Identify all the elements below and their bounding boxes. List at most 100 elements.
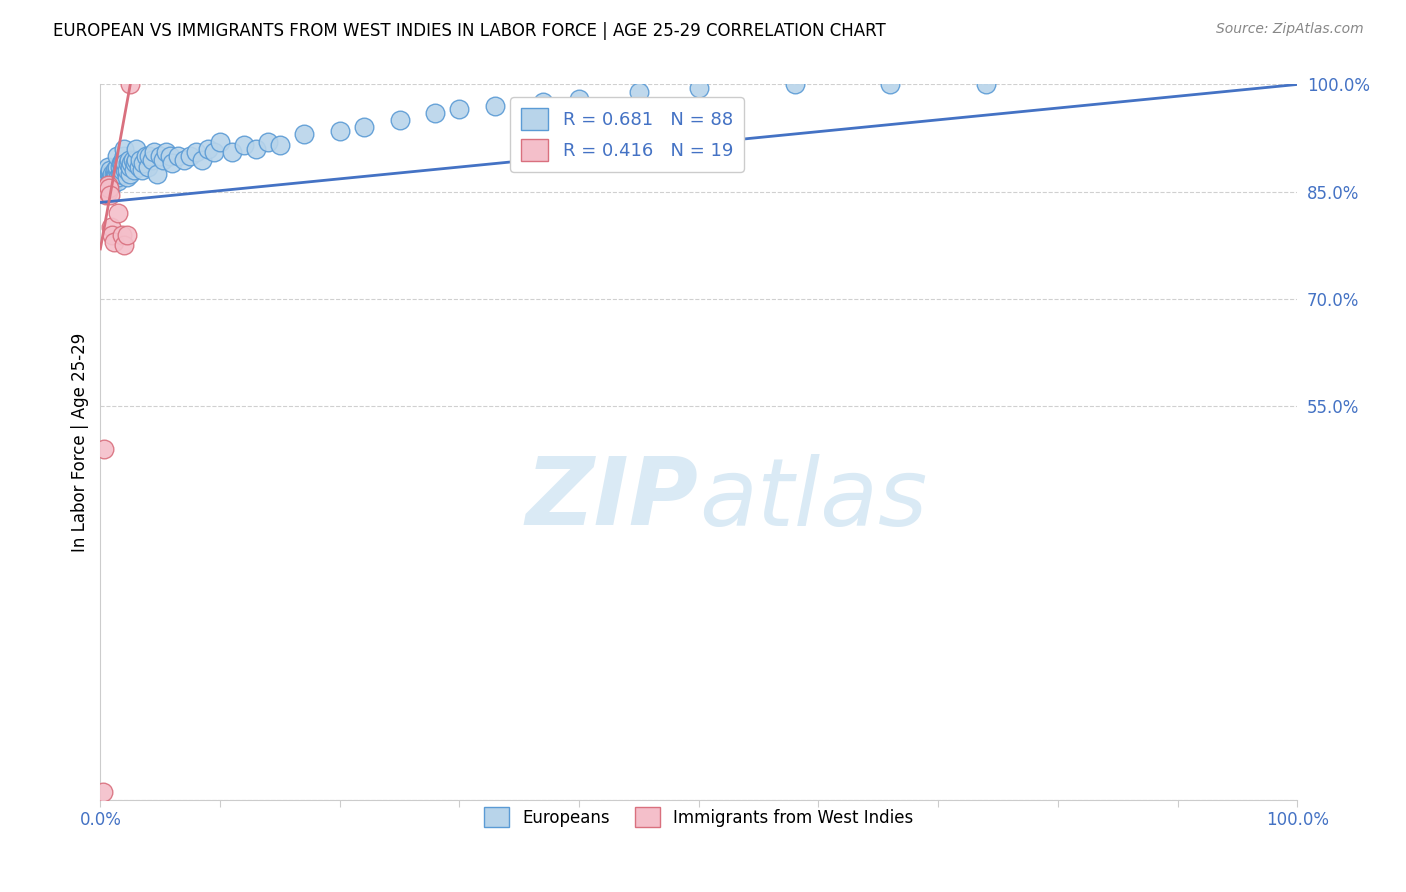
Point <box>115 227 138 242</box>
Point <box>98 163 121 178</box>
Text: atlas: atlas <box>699 454 927 545</box>
Point <box>128 153 150 167</box>
Point <box>141 153 163 167</box>
Point <box>114 163 136 178</box>
Point <box>96 170 118 185</box>
Point <box>208 135 231 149</box>
Point <box>112 238 135 252</box>
Point <box>96 160 118 174</box>
Point <box>197 142 219 156</box>
Point <box>100 178 122 192</box>
Point <box>245 142 267 156</box>
Point <box>128 160 150 174</box>
Point <box>97 167 120 181</box>
Point <box>112 142 135 156</box>
Legend: Europeans, Immigrants from West Indies: Europeans, Immigrants from West Indies <box>477 800 920 834</box>
Point <box>94 181 117 195</box>
Point <box>111 163 134 178</box>
Point <box>105 149 128 163</box>
Point <box>138 149 160 163</box>
Point <box>353 120 375 135</box>
Point <box>329 124 352 138</box>
Point <box>104 170 127 185</box>
Point <box>111 227 134 242</box>
Point <box>173 153 195 167</box>
Point <box>159 149 181 163</box>
Point <box>269 138 291 153</box>
Point <box>143 145 166 160</box>
Y-axis label: In Labor Force | Age 25-29: In Labor Force | Age 25-29 <box>72 333 89 551</box>
Point <box>107 170 129 185</box>
Point <box>112 153 135 167</box>
Point <box>425 106 447 120</box>
Point <box>96 185 118 199</box>
Point <box>101 167 124 181</box>
Point <box>115 170 138 185</box>
Point <box>568 92 591 106</box>
Point <box>110 156 132 170</box>
Point <box>125 142 148 156</box>
Point <box>104 163 127 178</box>
Point <box>100 170 122 185</box>
Point <box>117 156 139 170</box>
Point <box>388 113 411 128</box>
Point <box>484 99 506 113</box>
Point <box>122 163 145 178</box>
Point <box>105 160 128 174</box>
Point <box>100 220 122 235</box>
Point <box>93 185 115 199</box>
Point <box>110 167 132 181</box>
Point <box>155 145 177 160</box>
Text: Source: ZipAtlas.com: Source: ZipAtlas.com <box>1216 22 1364 37</box>
Point <box>120 78 142 92</box>
Point <box>107 174 129 188</box>
Point <box>120 167 142 181</box>
Point <box>233 138 256 153</box>
Point <box>98 167 121 181</box>
Point <box>108 160 131 174</box>
Point <box>179 149 201 163</box>
Point <box>103 167 125 181</box>
Point <box>111 156 134 170</box>
Point <box>104 170 127 185</box>
Point <box>149 149 172 163</box>
Point <box>191 153 214 167</box>
Point <box>257 135 280 149</box>
Point <box>136 160 159 174</box>
Point <box>449 103 471 117</box>
Point <box>152 153 174 167</box>
Point <box>96 181 118 195</box>
Point <box>688 81 710 95</box>
Point <box>184 145 207 160</box>
Point <box>97 181 120 195</box>
Point <box>160 156 183 170</box>
Point <box>103 235 125 249</box>
Point <box>120 160 142 174</box>
Point <box>104 167 127 181</box>
Point <box>93 442 115 457</box>
Point <box>121 156 143 170</box>
Point <box>531 95 554 110</box>
Point <box>112 149 135 163</box>
Point <box>221 145 243 160</box>
Point <box>132 156 155 170</box>
Point <box>107 206 129 220</box>
Point <box>292 128 315 142</box>
Point <box>105 163 128 178</box>
Point <box>94 185 117 199</box>
Point <box>108 167 131 181</box>
Point <box>124 156 146 170</box>
Text: ZIP: ZIP <box>526 453 699 545</box>
Point <box>98 188 121 202</box>
Point <box>98 174 121 188</box>
Point <box>101 227 124 242</box>
Point <box>627 85 650 99</box>
Point <box>974 78 997 92</box>
Point <box>202 145 225 160</box>
Point <box>118 153 141 167</box>
Point <box>879 78 901 92</box>
Point <box>125 153 148 167</box>
Point <box>131 163 153 178</box>
Point <box>115 163 138 178</box>
Point <box>96 178 118 192</box>
